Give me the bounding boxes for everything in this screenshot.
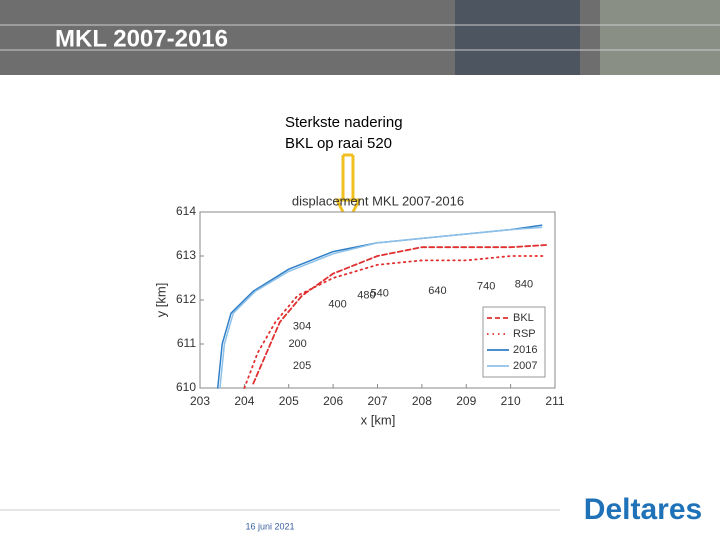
annotation: BKL op raai 520: [285, 135, 392, 152]
y-tick-label: 613: [176, 248, 196, 262]
x-tick-label: 207: [367, 394, 387, 408]
logo: Deltares: [584, 493, 702, 526]
raai-label: 740: [477, 281, 495, 293]
series-line: [243, 255, 548, 389]
x-tick-label: 205: [279, 394, 299, 408]
legend-label: 2007: [513, 360, 537, 372]
x-tick-label: 209: [456, 394, 476, 408]
x-axis-label: x [km]: [361, 412, 396, 427]
footer-date: 16 juni 2021: [245, 521, 294, 531]
header-photo: [455, 0, 580, 75]
slide-title: MKL 2007-2016: [55, 25, 228, 52]
legend-box: [482, 306, 546, 378]
raai-label: 200: [288, 338, 306, 350]
x-tick-label: 206: [323, 394, 343, 408]
raai-label: 205: [293, 360, 311, 372]
raai-label: 304: [293, 320, 311, 332]
series-line: [219, 226, 543, 389]
legend-label: BKL: [513, 312, 534, 324]
raai-label: 540: [371, 287, 389, 299]
x-tick-label: 203: [190, 394, 210, 408]
x-tick-label: 204: [234, 394, 254, 408]
x-tick-label: 211: [545, 394, 564, 408]
y-tick-label: 614: [176, 204, 196, 218]
series-line: [252, 244, 548, 385]
header-photo: [600, 0, 720, 75]
y-axis-label: y [km]: [153, 283, 168, 318]
raai-label: 400: [328, 298, 346, 310]
y-tick-label: 612: [176, 292, 196, 306]
raai-label: 640: [428, 285, 446, 297]
raai-label: 480: [357, 290, 375, 302]
legend-label: 2016: [513, 344, 537, 356]
annotation: Sterkste nadering: [285, 114, 403, 131]
chart-title: displacement MKL 2007-2016: [292, 193, 464, 208]
raai-label: 840: [515, 279, 533, 291]
x-tick-label: 208: [412, 394, 432, 408]
y-tick-label: 611: [177, 336, 196, 350]
annotation-arrow: [334, 153, 362, 226]
y-tick-label: 610: [176, 380, 196, 394]
x-tick-label: 210: [501, 394, 521, 408]
legend-label: RSP: [513, 328, 536, 340]
